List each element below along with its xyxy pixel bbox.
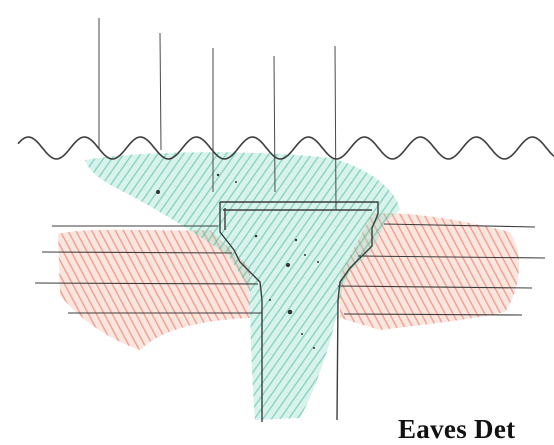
- concrete-hatch: [85, 152, 400, 420]
- diagram-caption: Eaves Det: [398, 414, 516, 444]
- concrete-speckles: [156, 173, 319, 349]
- masonry-hatch: [58, 213, 520, 350]
- concrete-eaves-beam: [219, 201, 379, 422]
- masonry-courses: [34, 223, 546, 316]
- corrugated-roof-sheet: [17, 136, 554, 160]
- rafter-lines: [98, 18, 337, 211]
